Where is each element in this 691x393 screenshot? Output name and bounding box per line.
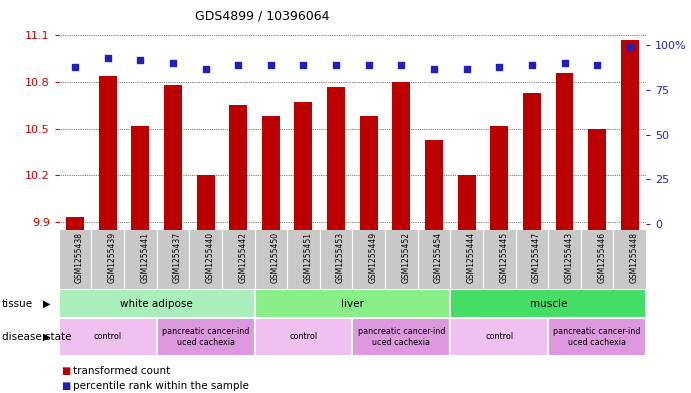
Point bbox=[493, 64, 504, 70]
Bar bbox=[621, 40, 638, 230]
Point bbox=[591, 62, 603, 68]
Text: GSM1255442: GSM1255442 bbox=[238, 232, 247, 283]
Bar bbox=[164, 85, 182, 230]
Bar bbox=[66, 217, 84, 230]
Bar bbox=[327, 87, 345, 230]
Text: GSM1255443: GSM1255443 bbox=[565, 232, 574, 283]
Point bbox=[298, 62, 309, 68]
Text: GSM1255453: GSM1255453 bbox=[336, 232, 345, 283]
Text: GSM1255446: GSM1255446 bbox=[597, 232, 606, 283]
Text: pancreatic cancer-ind
uced cachexia: pancreatic cancer-ind uced cachexia bbox=[358, 327, 445, 347]
Text: GSM1255439: GSM1255439 bbox=[108, 232, 117, 283]
Bar bbox=[229, 105, 247, 230]
Bar bbox=[254, 318, 352, 356]
Text: GSM1255450: GSM1255450 bbox=[271, 232, 280, 283]
Bar bbox=[294, 102, 312, 230]
Bar bbox=[548, 318, 646, 356]
Text: control: control bbox=[485, 332, 513, 342]
Text: GSM1255437: GSM1255437 bbox=[173, 232, 182, 283]
Text: pancreatic cancer-ind
uced cachexia: pancreatic cancer-ind uced cachexia bbox=[553, 327, 641, 347]
Point bbox=[396, 62, 407, 68]
Bar bbox=[491, 126, 508, 230]
Text: percentile rank within the sample: percentile rank within the sample bbox=[73, 381, 249, 391]
Bar bbox=[451, 289, 646, 318]
Bar bbox=[254, 289, 451, 318]
Bar bbox=[360, 116, 378, 230]
Point bbox=[70, 64, 81, 70]
Text: transformed count: transformed count bbox=[73, 366, 171, 376]
Bar bbox=[197, 175, 214, 230]
Point bbox=[135, 57, 146, 63]
Point bbox=[559, 60, 570, 66]
Bar bbox=[588, 129, 606, 230]
Bar bbox=[99, 76, 117, 230]
Bar bbox=[59, 230, 646, 289]
Bar bbox=[457, 175, 475, 230]
Text: control: control bbox=[93, 332, 122, 342]
Text: muscle: muscle bbox=[529, 299, 567, 309]
Text: GSM1255452: GSM1255452 bbox=[401, 232, 410, 283]
Text: ■: ■ bbox=[61, 366, 70, 376]
Bar bbox=[451, 318, 548, 356]
Bar bbox=[157, 318, 254, 356]
Bar bbox=[59, 289, 254, 318]
Text: control: control bbox=[290, 332, 318, 342]
Bar bbox=[523, 93, 541, 230]
Bar bbox=[392, 82, 410, 230]
Point bbox=[330, 62, 341, 68]
Point bbox=[265, 62, 276, 68]
Point bbox=[200, 65, 211, 72]
Text: GSM1255449: GSM1255449 bbox=[369, 232, 378, 283]
Text: GSM1255438: GSM1255438 bbox=[75, 232, 84, 283]
Text: disease state: disease state bbox=[2, 332, 72, 342]
Point bbox=[363, 62, 375, 68]
Bar bbox=[262, 116, 280, 230]
Point bbox=[624, 44, 635, 50]
Text: GSM1255448: GSM1255448 bbox=[630, 232, 638, 283]
Text: GSM1255454: GSM1255454 bbox=[434, 232, 443, 283]
Text: GDS4899 / 10396064: GDS4899 / 10396064 bbox=[196, 10, 330, 23]
Bar bbox=[59, 318, 157, 356]
Text: GSM1255444: GSM1255444 bbox=[466, 232, 475, 283]
Text: ▶: ▶ bbox=[43, 299, 50, 309]
Text: GSM1255451: GSM1255451 bbox=[303, 232, 312, 283]
Bar bbox=[131, 126, 149, 230]
Text: pancreatic cancer-ind
uced cachexia: pancreatic cancer-ind uced cachexia bbox=[162, 327, 249, 347]
Text: white adipose: white adipose bbox=[120, 299, 193, 309]
Text: GSM1255445: GSM1255445 bbox=[499, 232, 509, 283]
Point bbox=[461, 65, 472, 72]
Bar bbox=[556, 73, 574, 230]
Point bbox=[428, 65, 439, 72]
Text: ▶: ▶ bbox=[43, 332, 50, 342]
Text: GSM1255447: GSM1255447 bbox=[532, 232, 541, 283]
Text: liver: liver bbox=[341, 299, 364, 309]
Point bbox=[167, 60, 178, 66]
Bar bbox=[425, 140, 443, 230]
Bar bbox=[352, 318, 451, 356]
Text: GSM1255441: GSM1255441 bbox=[140, 232, 149, 283]
Text: ■: ■ bbox=[61, 381, 70, 391]
Point bbox=[233, 62, 244, 68]
Point bbox=[527, 62, 538, 68]
Text: GSM1255440: GSM1255440 bbox=[206, 232, 215, 283]
Text: tissue: tissue bbox=[2, 299, 33, 309]
Point bbox=[102, 55, 113, 61]
